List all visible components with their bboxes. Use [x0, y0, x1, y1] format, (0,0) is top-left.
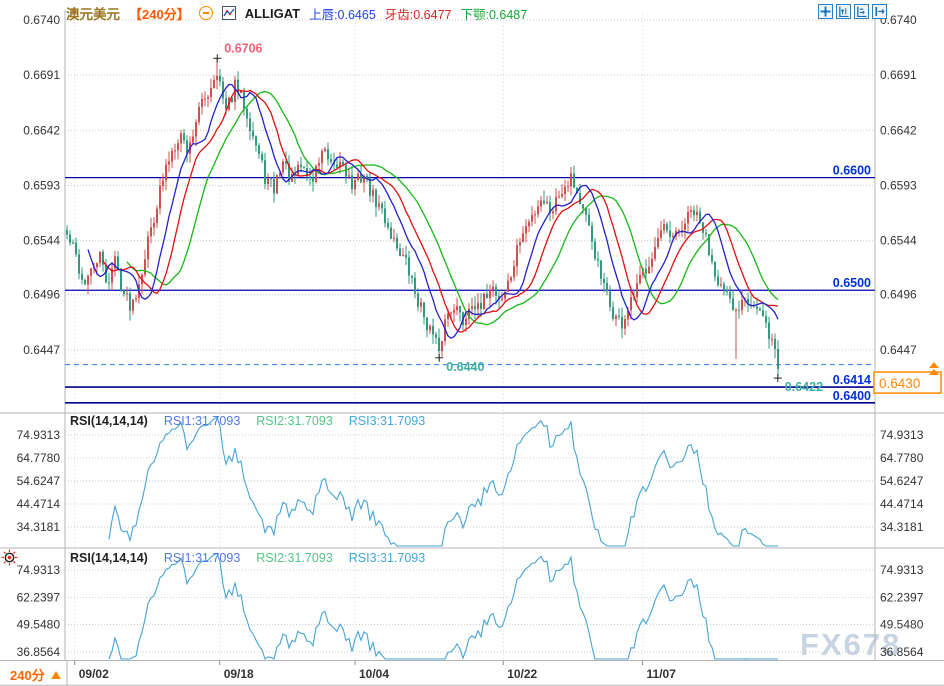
svg-text:34.3181: 34.3181 [17, 520, 61, 534]
price-levels: 0.6600 0.6500 0.6414 0.6400 [65, 164, 875, 404]
svg-text:44.4714: 44.4714 [17, 497, 61, 511]
indicator-name: ALLIGAT [244, 5, 301, 21]
alligator-teeth-value: 牙齿:0.6477 [384, 7, 452, 22]
alligator-lips-line [87, 83, 779, 339]
svg-text:0.6447: 0.6447 [23, 343, 60, 357]
svg-text:0.6593: 0.6593 [880, 179, 917, 193]
rsi-panel-2-plot: 74.9313 74.9313 62.2397 62.2397 49.5480 49.54… [17, 552, 924, 660]
svg-text:09/18: 09/18 [224, 667, 254, 681]
svg-text:36.8564: 36.8564 [17, 645, 61, 659]
svg-text:0.6600: 0.6600 [833, 164, 871, 178]
rsi2-line3-value: RSI3:31.7093 [348, 551, 426, 565]
svg-text:34.3181: 34.3181 [880, 520, 924, 534]
svg-text:64.7780: 64.7780 [17, 451, 61, 465]
svg-text:0.6706: 0.6706 [224, 41, 262, 55]
svg-text:74.9313: 74.9313 [17, 563, 61, 577]
grid-lines [65, 14, 875, 659]
axis-labels: 0.6740 0.6740 0.6691 0.6691 0.6642 0.6642 0.65… [23, 13, 917, 357]
current-price-marker: 0.6430 [873, 362, 942, 394]
svg-text:0.6414: 0.6414 [833, 373, 871, 387]
svg-text:0.6642: 0.6642 [880, 123, 917, 137]
svg-text:0.6593: 0.6593 [23, 179, 60, 193]
svg-text:0.6740: 0.6740 [880, 13, 917, 27]
panel-separators [0, 10, 944, 686]
alligator-lines [87, 83, 779, 339]
svg-text:36.8564: 36.8564 [880, 645, 924, 659]
svg-text:10/04: 10/04 [359, 667, 389, 681]
timeframe-label: 240分 [10, 668, 45, 683]
rsi-panel-1-header: RSI(14,14,14) RSI1:31.7093 RSI2:31.7093 … [70, 414, 425, 428]
chart-header: 澳元美元 【240分】 ALLIGAT 上唇:0.6465 牙齿:0.6477 … [66, 3, 527, 23]
svg-text:11/07: 11/07 [647, 667, 677, 681]
svg-text:0.6400: 0.6400 [833, 389, 871, 403]
collapse-indicator-icon[interactable] [198, 6, 213, 20]
svg-text:74.9313: 74.9313 [880, 428, 924, 442]
svg-text:0.6500: 0.6500 [833, 276, 871, 290]
timeframe-selector[interactable]: 240分 [10, 665, 61, 684]
rsi2-title: RSI(14,14,14) [70, 551, 148, 565]
time-axis: 09/02 09/18 10/04 10/22 11/07 [74, 661, 677, 681]
axis-zoom-vertical-icon[interactable] [836, 4, 851, 19]
svg-text:62.2397: 62.2397 [17, 590, 61, 604]
svg-text:10/22: 10/22 [507, 667, 537, 681]
svg-text:0.6447: 0.6447 [880, 343, 917, 357]
svg-text:64.7780: 64.7780 [880, 451, 924, 465]
svg-text:49.5480: 49.5480 [880, 618, 924, 632]
svg-text:0.6440: 0.6440 [446, 360, 484, 374]
svg-text:0.6642: 0.6642 [23, 123, 60, 137]
alligator-chart-icon[interactable] [221, 6, 236, 20]
symbol-title: 澳元美元 [66, 7, 120, 22]
rsi2-line1-value: RSI1:31.7093 [163, 551, 241, 565]
rsi2-line2-value: RSI2:31.7093 [256, 551, 333, 565]
svg-text:0.6430: 0.6430 [879, 376, 920, 391]
svg-text:74.9313: 74.9313 [17, 428, 61, 442]
svg-text:49.5480: 49.5480 [17, 618, 61, 632]
rsi-panel-2-header: RSI(14,14,14) RSI1:31.7093 RSI2:31.7093 … [70, 551, 425, 565]
axis-zoom-horizontal-icon[interactable] [854, 4, 869, 19]
svg-text:0.6740: 0.6740 [23, 13, 60, 27]
svg-text:0.6544: 0.6544 [23, 234, 60, 248]
rsi1-title: RSI(14,14,14) [70, 414, 148, 428]
rsi1-line1-value: RSI1:31.7093 [163, 414, 241, 428]
svg-text:54.6247: 54.6247 [17, 474, 61, 488]
svg-text:0.6496: 0.6496 [880, 288, 917, 302]
svg-text:09/02: 09/02 [79, 667, 109, 681]
watermark: FX678 [800, 627, 902, 662]
rsi1-line3-value: RSI3:31.7093 [348, 414, 426, 428]
period-label[interactable]: 【240分】 [129, 6, 190, 22]
alligator-jaw-value: 下颚:0.6487 [460, 7, 528, 22]
rsi1-line2-value: RSI2:31.7093 [256, 414, 333, 428]
rsi-panel-1-plot: 74.9313 74.9313 64.7780 64.7780 54.6247 54.62… [17, 416, 924, 547]
svg-text:44.4714: 44.4714 [880, 497, 924, 511]
svg-text:74.9313: 74.9313 [880, 563, 924, 577]
svg-text:0.6544: 0.6544 [880, 234, 917, 248]
candles-layer [66, 58, 779, 379]
pan-crosshair-icon[interactable] [818, 4, 833, 19]
svg-text:62.2397: 62.2397 [880, 590, 924, 604]
svg-text:54.6247: 54.6247 [880, 474, 924, 488]
rsi-line-panel-2 [108, 552, 778, 660]
svg-text:0.6691: 0.6691 [23, 68, 60, 82]
indicator-settings-icon[interactable] [1, 549, 18, 571]
svg-text:0.6691: 0.6691 [880, 68, 917, 82]
chart-toolbar [818, 4, 887, 19]
rsi-line-panel-1 [108, 416, 778, 547]
up-triangle-icon [50, 670, 61, 679]
annotations: 0.6706 0.6440 0.6422 [213, 41, 823, 394]
svg-text:0.6496: 0.6496 [23, 288, 60, 302]
exit-chart-icon[interactable] [872, 4, 887, 19]
svg-text:0.6422: 0.6422 [785, 380, 823, 394]
alligator-jaw-line [126, 90, 779, 326]
alligator-teeth-line [102, 89, 779, 333]
alligator-lips-value: 上唇:0.6465 [309, 7, 376, 22]
